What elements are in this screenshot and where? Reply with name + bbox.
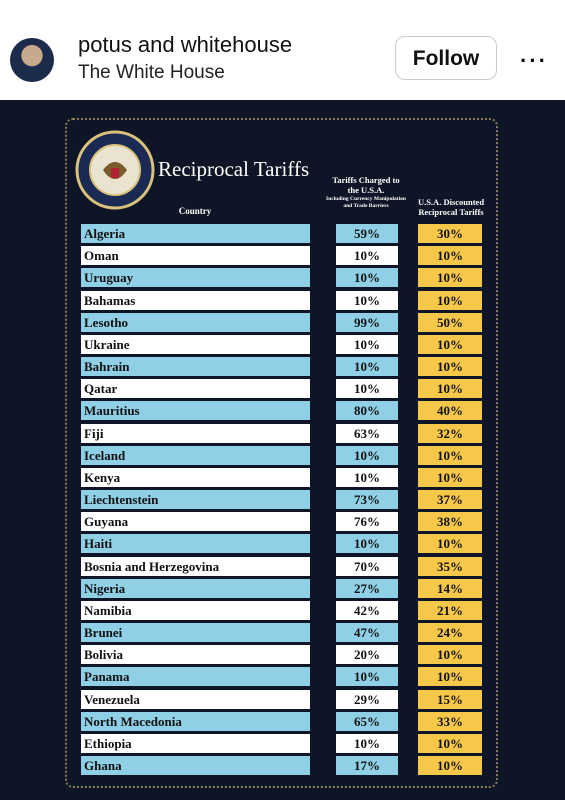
charged-cell: 70%	[336, 556, 398, 576]
column-note: Including Currency Manipulation and Trad…	[326, 196, 406, 209]
charged-cell: 47%	[336, 623, 398, 643]
discounted-cell: 10%	[418, 645, 482, 665]
country-cell: Ethiopia	[81, 733, 310, 753]
charged-cell: 10%	[336, 733, 398, 753]
charged-cell: 10%	[336, 268, 398, 288]
discounted-cell: 21%	[418, 600, 482, 620]
discounted-cell: 40%	[418, 401, 482, 421]
discounted-cell: 10%	[418, 667, 482, 687]
discounted-cell: 10%	[418, 246, 482, 266]
discounted-cell: 10%	[418, 467, 482, 487]
country-cell: Iceland	[81, 445, 310, 465]
country-cell: Lesotho	[81, 312, 310, 332]
charged-cell: 10%	[336, 290, 398, 310]
country-cell: Guyana	[81, 512, 310, 532]
charged-cell: 80%	[336, 401, 398, 421]
country-cell: Ukraine	[81, 334, 310, 354]
country-cell: Kenya	[81, 467, 310, 487]
charged-cell: 10%	[336, 334, 398, 354]
discounted-cell: 10%	[418, 334, 482, 354]
charged-cell: 10%	[336, 246, 398, 266]
charged-cell: 73%	[336, 490, 398, 510]
country-cell: North Macedonia	[81, 711, 310, 731]
frame	[65, 118, 498, 788]
discounted-cell: 10%	[418, 357, 482, 377]
charged-cell: 27%	[336, 578, 398, 598]
column-header: U.S.A. Discounted Reciprocal Tariffs	[417, 197, 485, 217]
country-cell: Fiji	[81, 423, 310, 443]
charged-cell: 20%	[336, 645, 398, 665]
country-cell: Bosnia and Herzegovina	[81, 556, 310, 576]
follow-button[interactable]: Follow	[395, 36, 497, 80]
country-cell: Bahrain	[81, 357, 310, 377]
charged-cell: 63%	[336, 423, 398, 443]
discounted-cell: 10%	[418, 756, 482, 776]
country-cell: Haiti	[81, 534, 310, 554]
charged-cell: 10%	[336, 667, 398, 687]
country-cell: Namibia	[81, 600, 310, 620]
charged-cell: 65%	[336, 711, 398, 731]
country-cell: Mauritius	[81, 401, 310, 421]
account-name[interactable]: potus and whitehouse	[78, 32, 293, 57]
discounted-cell: 10%	[418, 733, 482, 753]
country-cell: Nigeria	[81, 578, 310, 598]
country-cell: Venezuela	[81, 689, 310, 709]
discounted-cell: 10%	[418, 379, 482, 399]
country-cell: Bolivia	[81, 645, 310, 665]
column-header: Tariffs Charged to the U.S.A.	[332, 175, 400, 195]
charged-cell: 17%	[336, 756, 398, 776]
discounted-cell: 32%	[418, 423, 482, 443]
charged-cell: 10%	[336, 379, 398, 399]
country-cell: Panama	[81, 667, 310, 687]
charged-cell: 76%	[336, 512, 398, 532]
discounted-cell: 30%	[418, 224, 482, 243]
discounted-cell: 15%	[418, 689, 482, 709]
charged-cell: 10%	[336, 467, 398, 487]
discounted-cell: 33%	[418, 711, 482, 731]
charged-cell: 99%	[336, 312, 398, 332]
country-cell: Ghana	[81, 756, 310, 776]
country-cell: Algeria	[81, 224, 310, 243]
country-cell: Brunei	[81, 623, 310, 643]
discounted-cell: 35%	[418, 556, 482, 576]
discounted-cell: 10%	[418, 268, 482, 288]
country-cell: Qatar	[81, 379, 310, 399]
discounted-cell: 24%	[418, 623, 482, 643]
charged-cell: 10%	[336, 534, 398, 554]
discounted-cell: 37%	[418, 490, 482, 510]
country-cell: Liechtenstein	[81, 490, 310, 510]
avatar[interactable]	[10, 38, 54, 82]
table-title: Reciprocal Tariffs	[158, 157, 310, 181]
charged-cell: 29%	[336, 689, 398, 709]
column-header: Country	[178, 206, 212, 216]
charged-cell: 42%	[336, 600, 398, 620]
account-subtitle: The White House	[78, 62, 225, 83]
discounted-cell: 10%	[418, 290, 482, 310]
seal	[75, 130, 155, 210]
discounted-cell: 50%	[418, 312, 482, 332]
more-icon[interactable]: ···	[520, 48, 548, 73]
country-cell: Uruguay	[81, 268, 310, 288]
discounted-cell: 38%	[418, 512, 482, 532]
discounted-cell: 10%	[418, 534, 482, 554]
country-cell: Oman	[81, 246, 310, 266]
charged-cell: 59%	[336, 224, 398, 243]
charged-cell: 10%	[336, 445, 398, 465]
discounted-cell: 10%	[418, 445, 482, 465]
country-cell: Bahamas	[81, 290, 310, 310]
discounted-cell: 14%	[418, 578, 482, 598]
charged-cell: 10%	[336, 357, 398, 377]
